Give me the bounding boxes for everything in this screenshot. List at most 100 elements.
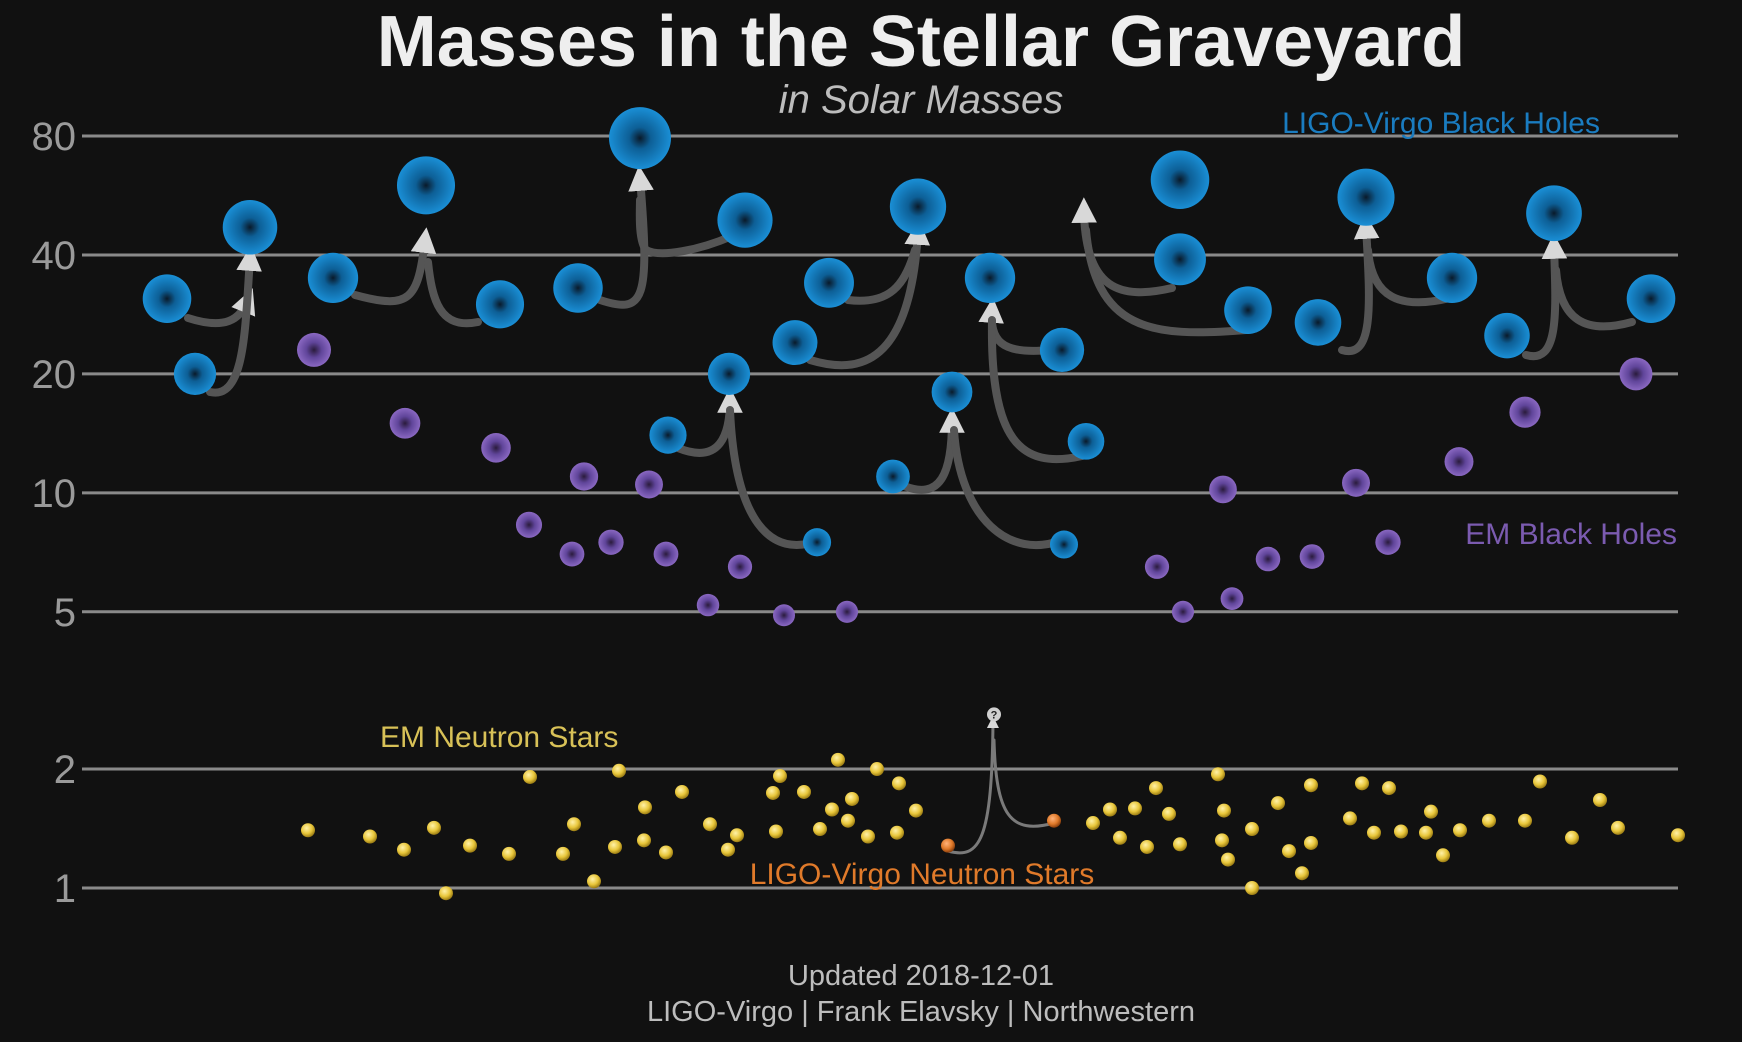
em-neutron-star-point <box>769 824 783 839</box>
em-neutron-star-point <box>523 769 537 784</box>
ligo-black-hole-point <box>142 274 192 323</box>
ligo-black-hole-point <box>802 528 832 557</box>
ligo-black-hole-point <box>889 178 947 235</box>
ligo-black-hole-point <box>475 280 525 329</box>
legend-ligo-black-holes: LIGO-Virgo Black Holes <box>1282 107 1600 140</box>
em-neutron-star-point <box>845 791 859 806</box>
merger-arrow <box>900 407 965 494</box>
merger-arrow <box>206 245 262 397</box>
merger-arrow <box>844 246 919 305</box>
em-neutron-star-point <box>363 829 377 844</box>
ligo-black-hole-point <box>1154 233 1206 286</box>
em-neutron-star-point <box>637 833 651 848</box>
em-black-hole-point <box>1342 468 1370 497</box>
ligo-black-hole-point <box>772 320 818 366</box>
em-black-hole-point <box>1444 447 1474 477</box>
em-neutron-star-point <box>1221 852 1235 867</box>
merger-arrow <box>726 406 824 549</box>
em-neutron-star-point <box>1215 833 1229 848</box>
merger-arrow <box>987 316 1086 464</box>
ligo-black-hole-point <box>1150 150 1210 210</box>
em-neutron-star-point <box>439 886 453 901</box>
em-neutron-star-point <box>1149 781 1163 796</box>
em-neutron-star-point <box>638 800 652 815</box>
em-neutron-star-point <box>1533 774 1547 789</box>
em-neutron-star-point <box>1424 804 1438 819</box>
em-neutron-star-point <box>556 846 570 861</box>
legend-em-neutron-stars: EM Neutron Stars <box>380 721 618 754</box>
em-black-hole-point <box>773 604 795 627</box>
em-neutron-star-point <box>1518 813 1532 828</box>
em-neutron-star-point <box>892 776 906 791</box>
em-neutron-star-point <box>841 813 855 828</box>
em-neutron-star-point <box>703 817 717 832</box>
em-neutron-star-point <box>909 803 923 818</box>
em-neutron-star-point <box>1436 848 1450 863</box>
y-tick-label: 2 <box>54 748 76 792</box>
em-neutron-star-point <box>1367 825 1381 840</box>
em-neutron-star-point <box>1211 767 1225 782</box>
em-neutron-star-point <box>766 785 780 800</box>
y-tick-label: 20 <box>32 353 77 397</box>
ligo-black-hole-point <box>222 200 278 255</box>
merger-arrow <box>674 387 743 457</box>
em-neutron-star-point <box>1140 839 1154 854</box>
ligo-black-hole-point <box>1626 274 1676 323</box>
em-neutron-star-point <box>1304 835 1318 850</box>
ligo-black-hole-point <box>1050 530 1078 559</box>
em-black-hole-point <box>1509 396 1541 428</box>
ligo-black-hole-point <box>307 252 359 304</box>
em-neutron-star-point <box>502 846 516 861</box>
em-black-hole-point <box>696 593 720 617</box>
chart-title: Masses in the Stellar Graveyard <box>377 2 1466 82</box>
merger-arrow <box>950 426 1066 549</box>
legend-em-black-holes: EM Black Holes <box>1465 518 1677 551</box>
em-black-hole-point <box>559 541 585 567</box>
em-black-hole-point <box>1299 544 1325 569</box>
merger-arrow <box>1364 246 1454 307</box>
ligo-neutron-star-point <box>1047 813 1061 828</box>
y-tick-label: 10 <box>32 472 77 516</box>
em-black-hole-point <box>481 433 511 463</box>
em-neutron-star-point <box>1382 781 1396 796</box>
em-black-hole-point <box>1220 587 1244 610</box>
em-neutron-star-point <box>825 802 839 817</box>
em-black-hole-point <box>297 332 331 367</box>
em-neutron-star-point <box>1245 822 1259 837</box>
ligo-black-hole-point <box>1039 327 1085 373</box>
em-neutron-star-point <box>861 829 875 844</box>
ligo-black-hole-point <box>717 192 773 248</box>
em-neutron-star-point <box>1671 828 1685 843</box>
em-neutron-star-point <box>1593 792 1607 807</box>
em-black-hole-point <box>598 529 624 555</box>
em-black-hole-point <box>835 600 859 623</box>
footer-updated: Updated 2018-12-01 <box>788 960 1054 992</box>
ns-remnant-label: ? <box>991 709 998 721</box>
chart-subtitle: in Solar Masses <box>779 78 1064 122</box>
em-neutron-star-point <box>612 763 626 778</box>
em-neutron-star-point <box>1565 830 1579 845</box>
em-black-hole-point <box>1619 357 1653 391</box>
footer-credits: LIGO-Virgo | Frank Elavsky | Northwester… <box>647 996 1195 1028</box>
merger-arrow <box>635 196 736 258</box>
y-tick-label: 40 <box>32 234 77 278</box>
em-black-hole-point <box>1144 554 1170 579</box>
ns-merger-arrow <box>946 716 999 855</box>
merger-arrow <box>1552 266 1636 331</box>
em-black-hole-point <box>515 511 543 538</box>
em-neutron-star-point <box>797 784 811 799</box>
merger-arrow <box>1338 213 1380 356</box>
em-neutron-star-point <box>463 838 477 853</box>
em-black-hole-point <box>1171 600 1195 623</box>
em-neutron-star-point <box>1282 844 1296 859</box>
em-neutron-star-point <box>890 825 904 840</box>
em-neutron-star-point <box>1128 801 1142 816</box>
ligo-black-hole-point <box>1426 252 1478 304</box>
em-neutron-star-point <box>397 842 411 857</box>
ligo-black-hole-point <box>1484 312 1530 359</box>
ligo-black-hole-point <box>649 416 687 454</box>
em-neutron-star-point <box>608 839 622 854</box>
merger-arrow <box>184 288 256 328</box>
ligo-black-hole-point <box>1294 299 1342 346</box>
